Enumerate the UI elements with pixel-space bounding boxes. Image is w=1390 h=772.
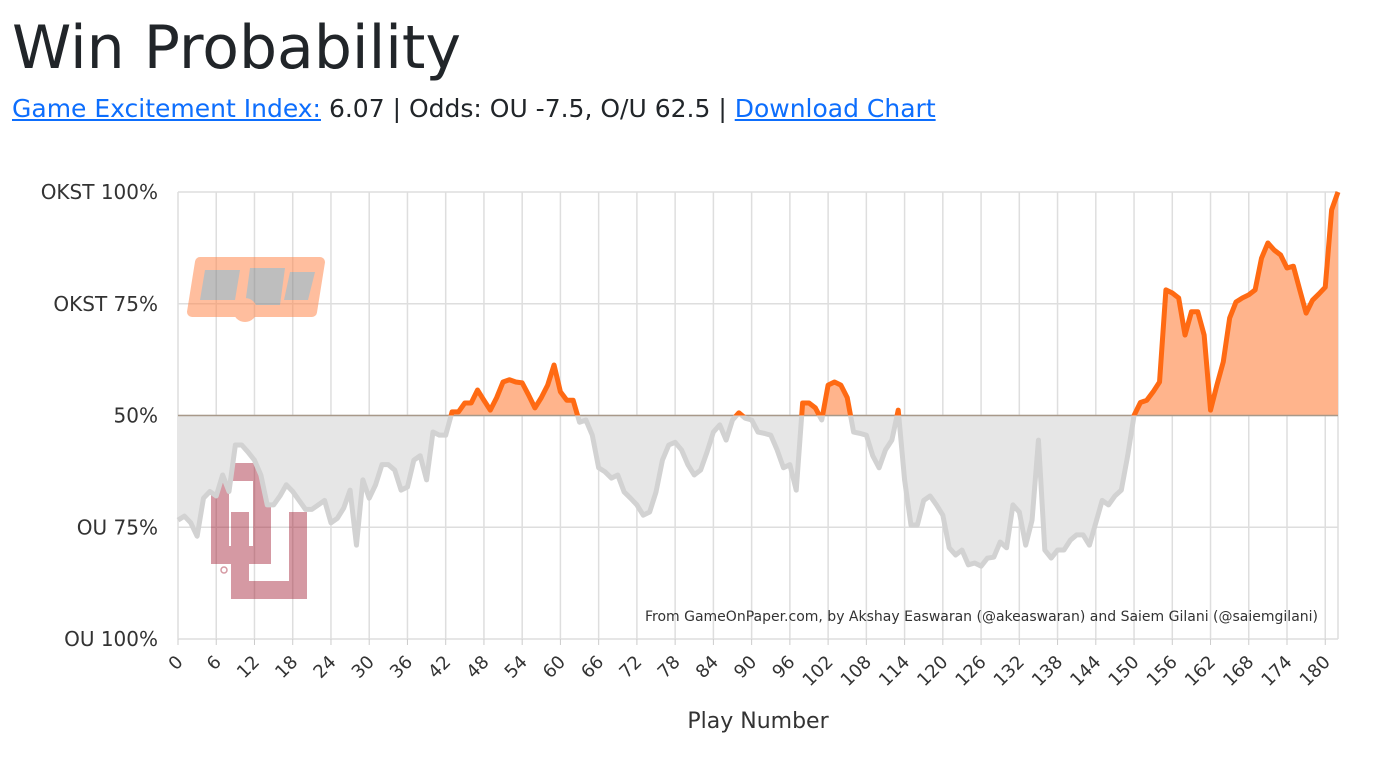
x-tick-label: 84 <box>692 652 723 683</box>
ou-logo <box>211 463 307 599</box>
separator: | <box>392 94 401 123</box>
page-title: Win Probability <box>12 13 461 83</box>
x-tick-label: 30 <box>348 652 379 683</box>
x-tick-label: 174 <box>1257 652 1296 691</box>
download-link[interactable]: Download Chart <box>734 94 936 123</box>
x-tick-label: 168 <box>1219 652 1258 691</box>
y-tick-label: OKST 75% <box>53 292 158 316</box>
x-tick-label: 90 <box>730 652 761 683</box>
x-tick-label: 24 <box>309 652 340 683</box>
odds: Odds: OU -7.5, O/U 62.5 <box>408 94 711 123</box>
x-tick-label: 156 <box>1143 652 1182 691</box>
x-tick-label: 132 <box>990 652 1029 691</box>
game-info: Game Excitement Index: 6.07 | Odds: OU -… <box>12 92 936 126</box>
separator: | <box>718 94 727 123</box>
osu-logo <box>187 257 325 322</box>
x-tick-label: 180 <box>1296 652 1335 691</box>
y-tick-label: 50% <box>114 404 158 428</box>
x-tick-label: 36 <box>386 652 417 683</box>
x-tick-label: 162 <box>1181 652 1220 691</box>
y-tick-label: OKST 100% <box>41 180 158 204</box>
x-tick-label: 102 <box>799 652 838 691</box>
x-axis-label: Play Number <box>687 709 829 734</box>
x-tick-label: 66 <box>577 652 608 683</box>
area-okst <box>178 192 1338 416</box>
x-tick-label: 114 <box>875 652 914 691</box>
x-tick-label: 96 <box>768 652 799 683</box>
x-tick-label: 126 <box>951 652 990 691</box>
x-tick-label: 78 <box>654 652 685 683</box>
x-tick-label: 120 <box>913 652 952 691</box>
area-ou <box>178 415 1338 567</box>
x-tick-label: 54 <box>501 652 532 683</box>
x-tick-label: 12 <box>233 652 264 683</box>
x-tick-label: 60 <box>539 652 570 683</box>
x-tick-label: 72 <box>615 652 646 683</box>
x-tick-label: 18 <box>271 652 302 683</box>
x-tick-label: 108 <box>837 652 876 691</box>
x-tick-label: 6 <box>203 652 226 675</box>
line-okst <box>448 191 1341 416</box>
x-tick-label: 0 <box>165 652 188 675</box>
x-tick-label: 144 <box>1066 652 1105 691</box>
x-tick-label: 150 <box>1104 652 1143 691</box>
credit: From GameOnPaper.com, by Akshay Easwaran… <box>645 609 1318 625</box>
y-tick-label: OU 100% <box>64 627 158 651</box>
line-ou <box>176 415 1137 569</box>
excitement-index: 6.07 <box>328 94 385 123</box>
y-tick-label: OU 75% <box>77 515 158 539</box>
x-tick-label: 42 <box>424 652 455 683</box>
excitement-link[interactable]: Game Excitement Index: <box>12 94 321 123</box>
x-tick-label: 138 <box>1028 652 1067 691</box>
x-tick-label: 48 <box>462 652 493 683</box>
